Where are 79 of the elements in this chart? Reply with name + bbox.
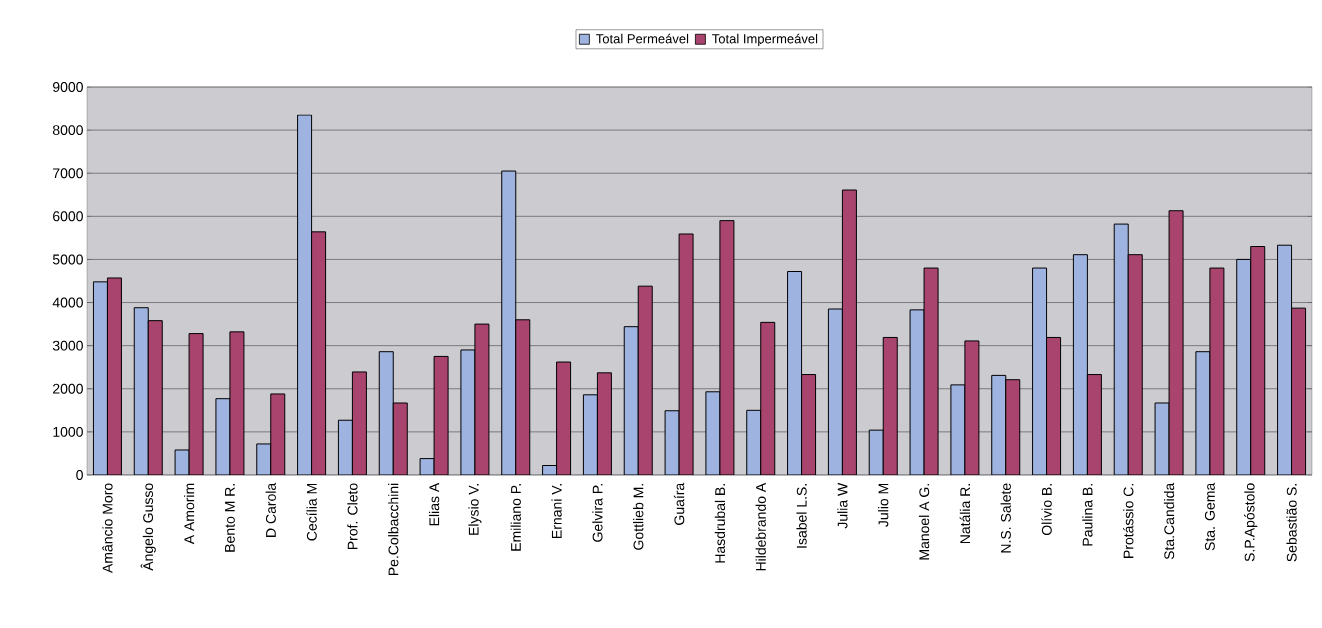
bar	[515, 319, 531, 475]
y-tick-label: 1000	[53, 426, 83, 437]
x-tick-label: Pe.Colbacchini	[388, 483, 399, 576]
bar	[311, 231, 327, 475]
y-tick-label: 7000	[53, 168, 83, 179]
x-tick-label: Ângelo Gusso	[140, 483, 156, 571]
x-tick-label: Isabel L.S.	[796, 484, 807, 548]
bar	[106, 277, 122, 475]
bar	[392, 402, 408, 475]
x-tick-label: Sta.Candida	[1163, 482, 1175, 560]
legend-label: Total Permeável	[596, 33, 689, 44]
bar	[92, 281, 108, 475]
x-tick-label: Paulina B.	[1082, 484, 1093, 546]
y-tick-label: 0	[76, 470, 83, 480]
bar	[337, 419, 353, 475]
bar	[1046, 336, 1062, 475]
bar	[1127, 254, 1143, 475]
x-tick-label: Emiliano P.	[510, 484, 521, 551]
bar	[1005, 379, 1021, 475]
y-tick-label: 3000	[52, 340, 83, 351]
x-tick-label: Protássio C.	[1123, 484, 1134, 558]
bar	[351, 371, 367, 475]
x-tick-label: Hildebrando A	[755, 482, 766, 571]
bar	[801, 374, 817, 475]
x-tick-label: Olívio B.	[1041, 484, 1052, 536]
x-tick-label: Bento M R.	[225, 484, 235, 552]
x-tick-label: S.P.Apóstolo	[1244, 483, 1258, 562]
bar	[1277, 244, 1293, 475]
legend-label: Total Impermeável	[712, 33, 818, 46]
x-tick-label: Natália R.	[959, 484, 971, 544]
x-tick-label: Sta. Gema	[1204, 482, 1215, 551]
x-tick-label: Elias A	[428, 482, 440, 526]
bar	[760, 321, 776, 475]
bar	[623, 326, 639, 475]
bar	[1072, 254, 1088, 475]
bar	[827, 308, 843, 475]
x-tick-label: Manoel A G.	[918, 484, 930, 560]
x-tick-label: Cecília M	[306, 483, 317, 541]
bar	[270, 393, 286, 475]
bar	[1250, 246, 1266, 475]
bar	[297, 114, 313, 475]
bar	[1291, 307, 1307, 475]
y-tick-label: 2000	[53, 383, 83, 394]
x-tick-label: Prof. Cleto	[347, 483, 358, 550]
bar	[841, 189, 857, 475]
x-tick-label: Guaíra	[673, 482, 685, 525]
bar	[556, 361, 572, 475]
bar	[882, 336, 898, 475]
y-tick-label: 8000	[52, 125, 83, 136]
x-tick-label: Amâncio Moro	[102, 483, 113, 574]
x-tick-label: Gottlieb M.	[633, 484, 644, 550]
bar	[1236, 258, 1252, 475]
bar	[596, 372, 612, 475]
bar	[147, 320, 163, 475]
x-tick-label: D Carola	[265, 482, 276, 537]
bar	[637, 285, 653, 475]
y-tick-label: 9000	[52, 82, 83, 92]
x-tick-label: Ernani V.	[551, 484, 562, 538]
y-tick-label: 6000	[53, 211, 83, 222]
x-tick-label: Julio M	[878, 483, 889, 527]
x-tick-label: N.S. Salete	[1000, 483, 1011, 553]
bar	[378, 351, 394, 475]
bar	[582, 394, 598, 475]
x-tick-label: Gelvira P.	[592, 484, 603, 542]
x-tick-label: Sebastião S.	[1286, 484, 1297, 562]
bar	[991, 374, 1007, 475]
x-tick-label: A Amorim	[183, 483, 195, 545]
x-tick-label: Hasdrubal B.	[714, 484, 726, 563]
x-tick-label: Julia W	[837, 482, 848, 529]
y-tick-label: 5000	[52, 254, 83, 265]
bar	[501, 170, 517, 475]
y-tick-label: 4000	[52, 297, 83, 308]
bar	[1032, 267, 1048, 475]
x-tick-label: Elysio V.	[468, 484, 482, 535]
bar	[746, 409, 762, 475]
bar	[133, 307, 149, 475]
bar	[1086, 374, 1102, 475]
bar	[1113, 223, 1129, 475]
bar	[787, 271, 803, 475]
